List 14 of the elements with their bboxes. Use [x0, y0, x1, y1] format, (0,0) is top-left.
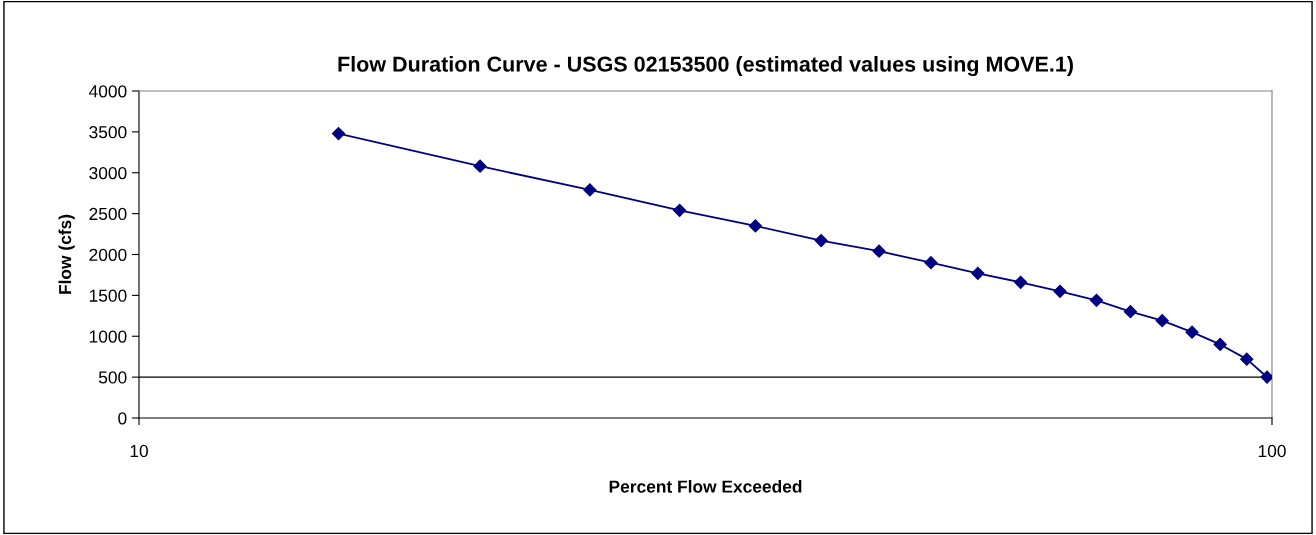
- y-tick-label: 1500: [89, 289, 127, 302]
- y-tick-label: 500: [98, 371, 127, 384]
- y-tick-label: 1000: [89, 330, 127, 343]
- y-tick-label: 4000: [88, 85, 127, 98]
- x-tick-label: 100: [1258, 444, 1286, 458]
- y-tick-label: 0: [118, 412, 127, 425]
- y-axis-title: Flow (cfs): [58, 214, 75, 294]
- x-axis-title: Percent Flow Exceeded: [609, 480, 802, 493]
- y-tick-label: 2000: [89, 248, 127, 261]
- y-tick-label: 3000: [89, 166, 127, 180]
- y-tick-label: 2500: [89, 207, 127, 221]
- x-tick-label: 10: [130, 444, 148, 458]
- y-tick-label: 3500: [89, 126, 127, 139]
- chart-title: Flow Duration Curve - USGS 02153500 (estimated values using MOVE.1): [338, 55, 1073, 77]
